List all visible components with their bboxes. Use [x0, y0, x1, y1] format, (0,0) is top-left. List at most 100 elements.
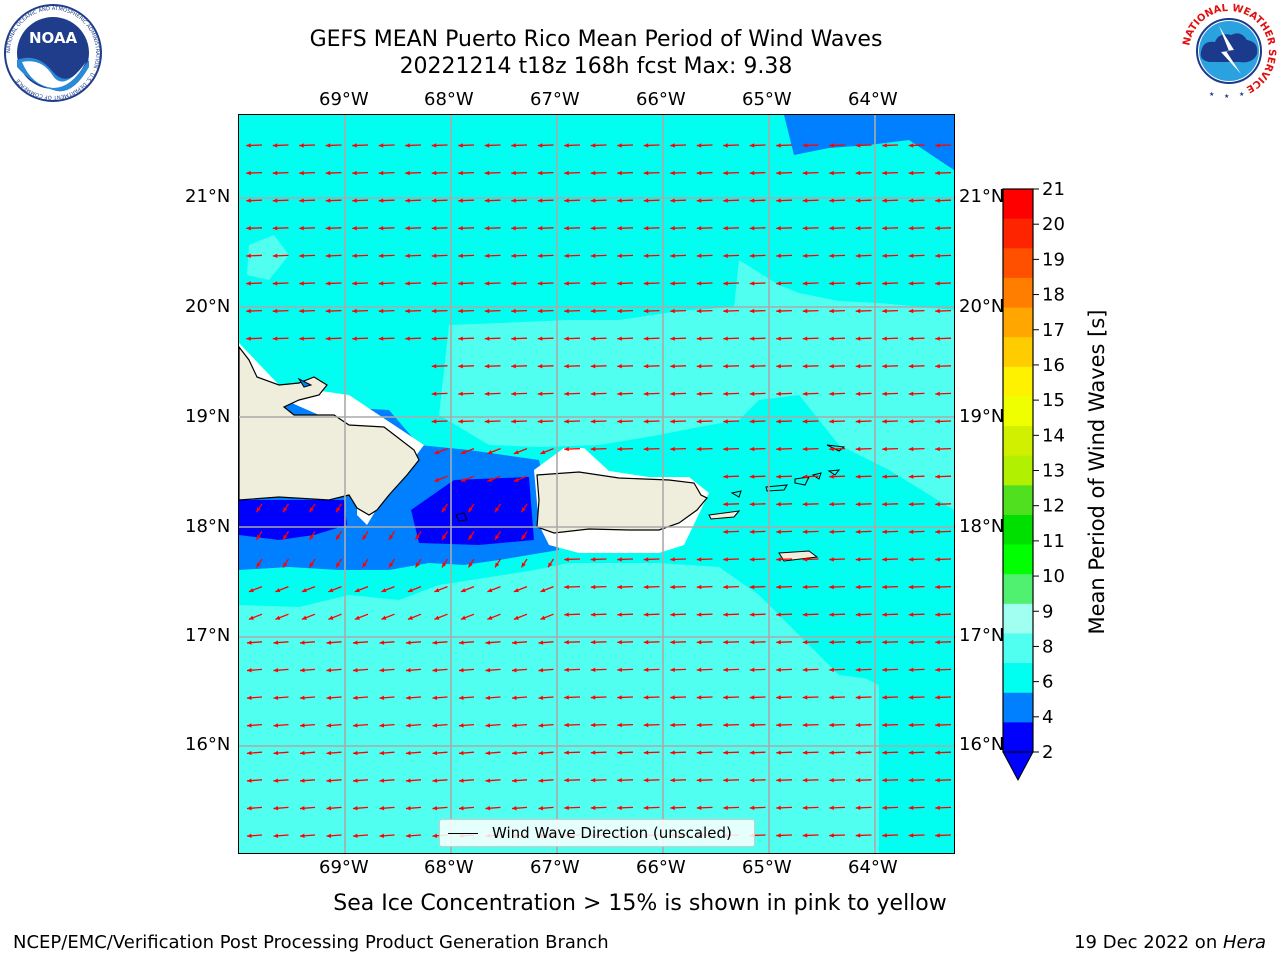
colorbar-cell	[1003, 663, 1033, 694]
wave-arrow-head	[511, 695, 517, 700]
wave-arrow-head	[643, 722, 649, 728]
wave-arrow-head	[458, 170, 463, 176]
colorbar-cell	[1003, 218, 1033, 249]
wave-arrow-head	[670, 198, 675, 203]
wave-arrow-head	[326, 723, 332, 728]
wave-arrow-head	[617, 364, 622, 369]
wave-arrow-head	[273, 640, 279, 645]
wave-arrow-head	[829, 833, 834, 838]
wave-arrow-head	[802, 529, 808, 534]
wave-arrow-head	[352, 695, 358, 700]
wave-arrow-head	[246, 640, 252, 645]
wave-arrow-head	[908, 281, 914, 286]
lat-tick-left: 20°N	[185, 296, 231, 317]
wave-arrow-head	[405, 226, 410, 231]
wave-arrow-head	[908, 667, 914, 672]
wave-arrow-head	[511, 253, 516, 258]
period-below-2-region	[239, 500, 347, 540]
wave-arrow-head	[696, 584, 702, 590]
wave-arrow-head	[935, 419, 940, 424]
wave-arrow-head	[246, 778, 252, 783]
wave-arrow-head	[273, 833, 279, 838]
wave-arrow-head	[617, 419, 622, 424]
wave-arrow-head	[882, 695, 887, 700]
wave-arrow-head	[458, 391, 463, 396]
wave-arrow-head	[521, 562, 526, 568]
wave-arrow-head	[882, 143, 887, 148]
wave-arrow-head	[908, 805, 914, 810]
wave-arrow-head	[326, 668, 332, 673]
wave-arrow-head	[299, 170, 304, 176]
wave-arrow-head	[829, 281, 834, 286]
lon-tick-top: 64°W	[848, 89, 898, 110]
wave-arrow-head	[617, 778, 622, 783]
wave-arrow-head	[723, 529, 728, 534]
colorbar-tick-label: 19	[1042, 249, 1065, 270]
wave-arrow-head	[537, 281, 543, 286]
wave-arrow-head	[352, 143, 357, 148]
nws-logo-icon: NATIONAL WEATHER SERVICE ★ ★ ★	[1181, 3, 1277, 100]
chart-subtitle: 20221214 t18z 168h fcst Max: 9.38	[399, 54, 793, 79]
wave-arrow-head	[431, 419, 437, 424]
colorbar-cell	[1003, 633, 1033, 664]
wave-arrow-head	[749, 584, 755, 590]
wave-arrow-head	[537, 143, 543, 148]
wave-arrow-head	[882, 364, 887, 369]
wave-arrow-head	[776, 612, 781, 617]
wave-arrow-head	[802, 778, 808, 783]
wave-arrow-head	[275, 615, 281, 620]
wave-arrow-head	[643, 198, 649, 203]
wave-arrow-head	[829, 695, 834, 700]
colorbar: 21 20 19 18 17 16 15 14 13 12 11 10 9 8 6 4 2	[1002, 180, 1065, 782]
wave-arrow-head	[434, 588, 440, 593]
wave-arrow-head	[670, 419, 675, 424]
wave-arrow-head	[564, 364, 569, 369]
wave-arrow-head	[696, 170, 702, 176]
wave-arrow-head	[935, 198, 940, 203]
wave-arrow-head	[882, 281, 887, 286]
wave-arrow-head	[538, 695, 544, 700]
wave-arrow-head	[590, 446, 596, 452]
wave-arrow-head	[908, 364, 914, 369]
wave-arrow-head	[283, 507, 288, 513]
wave-arrow-head	[802, 143, 808, 148]
wave-arrow-head	[855, 308, 861, 314]
svg-text:★: ★	[1209, 91, 1214, 98]
wave-arrow-head	[564, 281, 569, 286]
wave-arrow-head	[723, 198, 728, 203]
wave-arrow-head	[935, 336, 940, 341]
wave-arrow-head	[723, 502, 728, 507]
wave-arrow-head	[352, 170, 357, 176]
wave-arrow-head	[431, 253, 437, 258]
wave-arrow-head	[352, 281, 357, 286]
wave-arrow-head	[776, 281, 781, 286]
wave-arrow-head	[776, 226, 781, 231]
wave-arrow-head	[802, 502, 808, 507]
wave-arrow-head	[776, 474, 781, 479]
wave-arrow-head	[617, 695, 622, 700]
wave-arrow-head	[513, 477, 519, 482]
wave-arrow-head	[352, 833, 358, 838]
wave-arrow-head	[511, 778, 517, 783]
wave-arrow-head	[882, 805, 887, 810]
legend-label: Wind Wave Direction (unscaled)	[492, 824, 732, 842]
wave-arrow-head	[908, 640, 914, 645]
lat-tick-left: 17°N	[185, 625, 231, 646]
wave-arrow-head	[272, 336, 278, 341]
wave-arrow-head	[882, 336, 887, 341]
wave-arrow-head	[935, 612, 940, 617]
wave-arrow-head	[299, 750, 305, 756]
wave-arrow-head	[617, 584, 622, 590]
wave-arrow-head	[299, 640, 305, 645]
wave-arrow-head	[935, 226, 940, 231]
wave-arrow-head	[617, 391, 622, 396]
wave-arrow-head	[723, 695, 728, 700]
wave-arrow-head	[882, 529, 887, 534]
colorbar-tick-label: 2	[1042, 742, 1053, 763]
wave-arrow-head	[468, 507, 473, 513]
wave-arrow-head	[405, 143, 410, 148]
wave-arrow-head	[352, 226, 357, 231]
wave-arrow-head	[935, 308, 940, 314]
wave-arrow-head	[246, 143, 251, 148]
wave-arrow-head	[352, 750, 358, 756]
